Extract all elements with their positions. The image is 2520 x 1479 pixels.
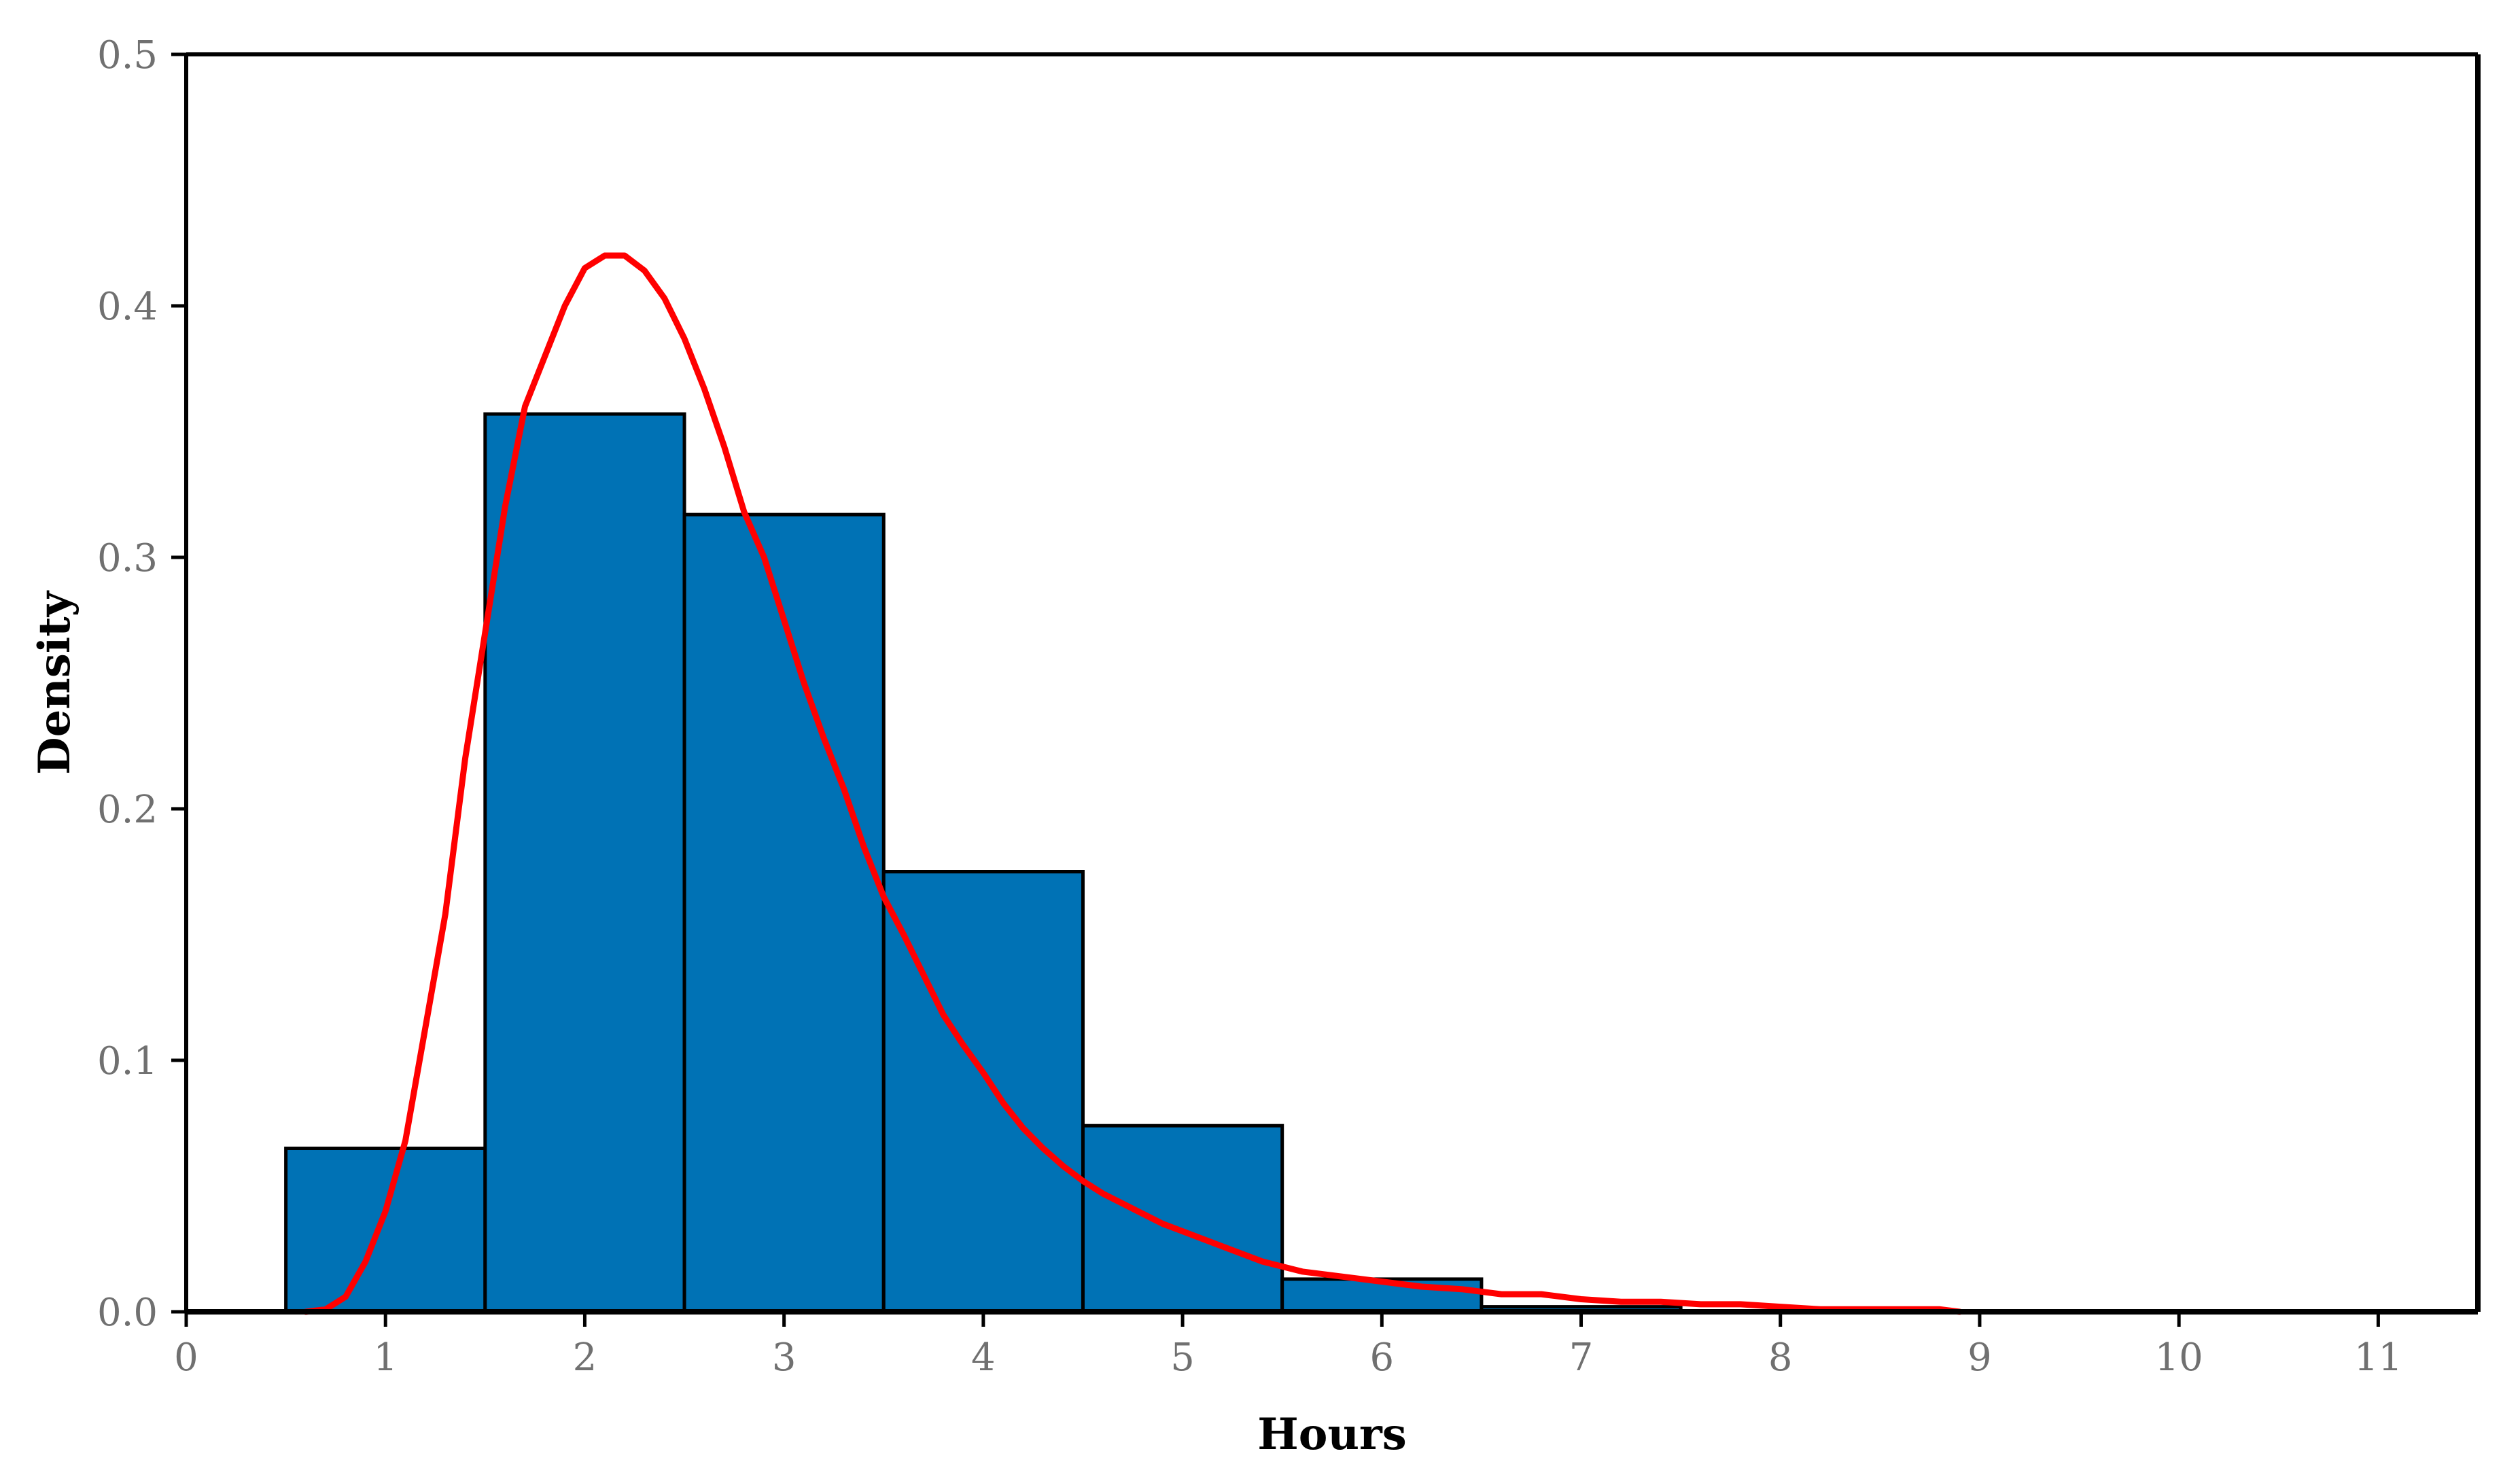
histogram-bar-1 bbox=[483, 412, 686, 1314]
y-tick-label-3: 0.3 bbox=[97, 536, 158, 580]
density-curve-layer bbox=[302, 252, 1963, 1315]
y-tick-label-0: 0.0 bbox=[97, 1291, 158, 1335]
y-axis-title: Density bbox=[29, 590, 80, 775]
histogram-bar-0 bbox=[284, 1147, 487, 1314]
y-tick-label-1: 0.1 bbox=[97, 1039, 158, 1083]
x-tick-label-7: 7 bbox=[1569, 1336, 1594, 1380]
x-tick-label-11: 11 bbox=[2354, 1336, 2402, 1380]
y-tick-label-2: 0.2 bbox=[97, 788, 158, 832]
axes: 0 1 2 3 4 5 6 7 8 9 10 11 0.0 0.1 0.2 0.3 0.4 0.5 bbox=[97, 33, 2481, 1380]
x-axis-title: Hours bbox=[1257, 1409, 1406, 1460]
x-tick-label-0: 0 bbox=[174, 1336, 198, 1380]
x-tick-label-1: 1 bbox=[373, 1336, 398, 1380]
x-tick-label-5: 5 bbox=[1170, 1336, 1195, 1380]
x-tick-label-2: 2 bbox=[573, 1336, 597, 1380]
x-tick-label-4: 4 bbox=[971, 1336, 996, 1380]
y-tick-label-5: 0.5 bbox=[97, 33, 158, 77]
histogram-bar-4 bbox=[1081, 1124, 1284, 1314]
x-tick-label-10: 10 bbox=[2155, 1336, 2203, 1380]
histogram-bar-3 bbox=[881, 870, 1085, 1314]
histogram-bars bbox=[284, 412, 1683, 1314]
histogram-bar-2 bbox=[682, 512, 886, 1314]
x-tick-label-3: 3 bbox=[772, 1336, 797, 1380]
y-tick-label-4: 0.4 bbox=[97, 285, 158, 329]
density-curve-line-0 bbox=[302, 252, 1963, 1315]
x-tick-label-6: 6 bbox=[1369, 1336, 1394, 1380]
x-tick-label-8: 8 bbox=[1768, 1336, 1793, 1380]
x-tick-label-9: 9 bbox=[1967, 1336, 1992, 1380]
